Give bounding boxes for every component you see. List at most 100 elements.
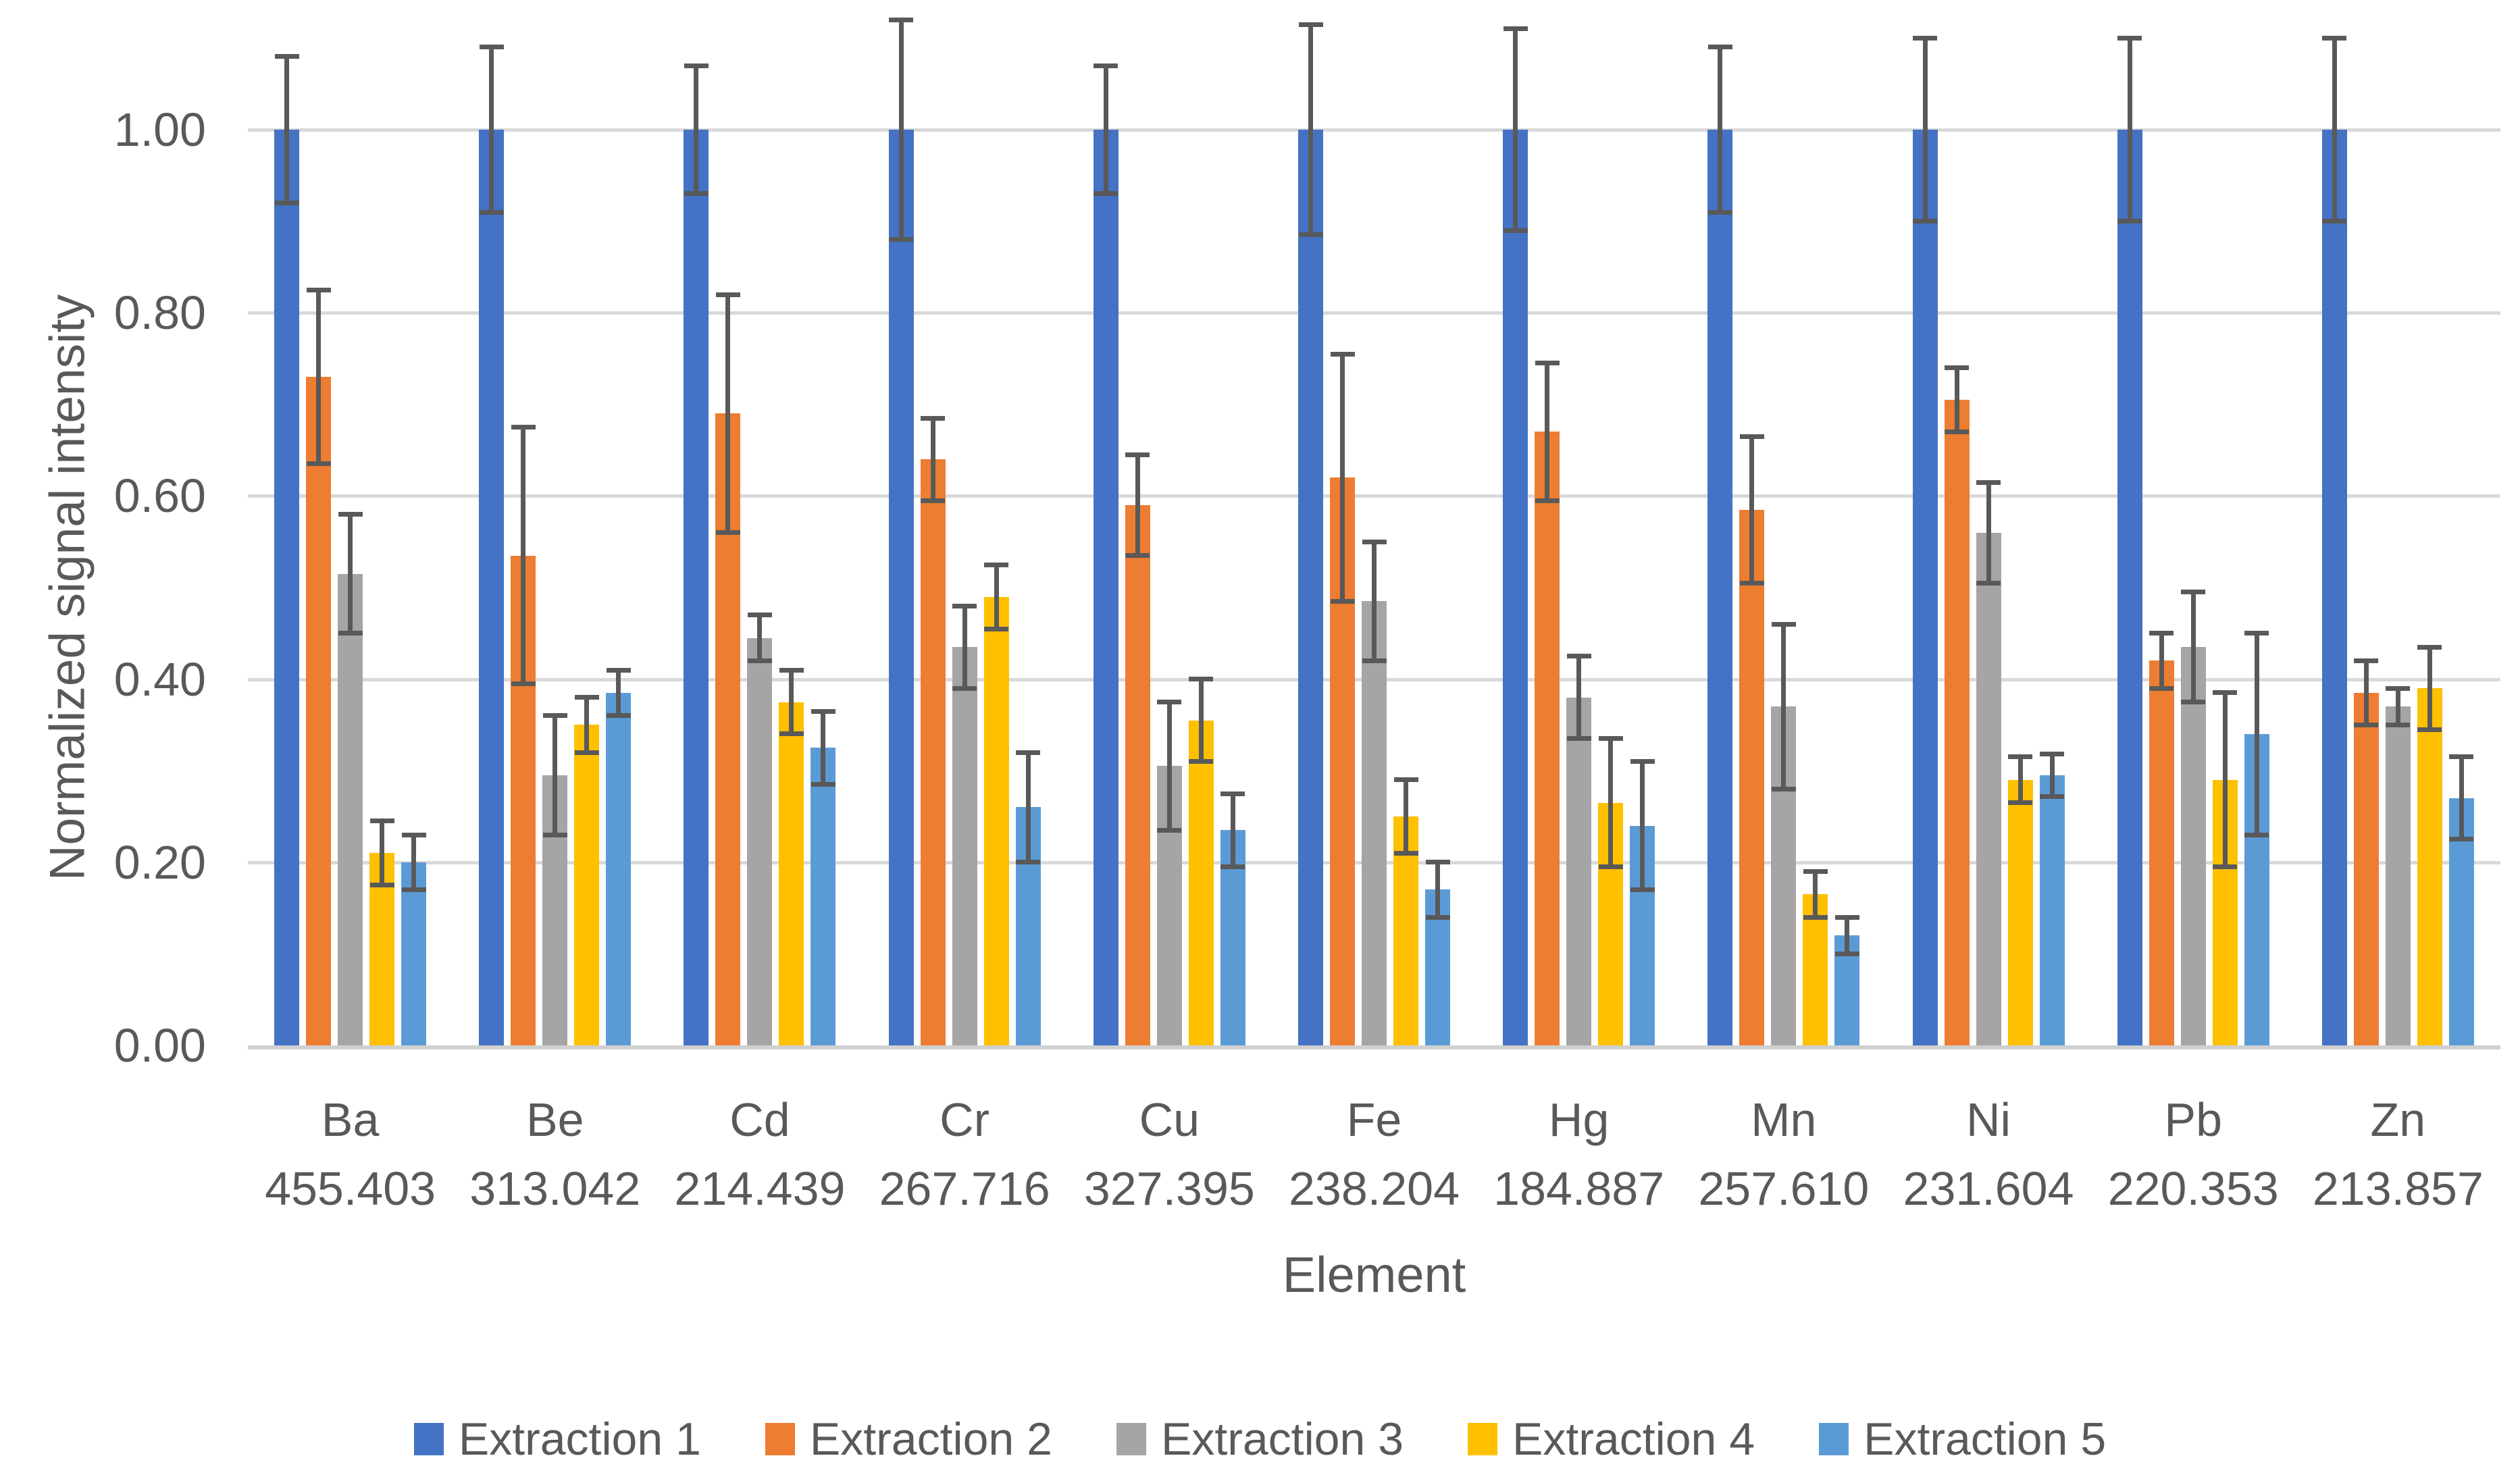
error-bar-line xyxy=(2159,633,2164,689)
bar-extraction-5-ni xyxy=(2039,775,2065,1045)
error-bar-line xyxy=(316,290,322,464)
error-bar-line xyxy=(1640,761,1645,890)
legend-item-extraction-5: Extraction 5 xyxy=(1819,1415,2106,1463)
error-bar-line xyxy=(616,670,621,716)
bar-extraction-1-be xyxy=(479,130,505,1045)
bar-extraction-4-be xyxy=(574,725,600,1045)
legend-label: Extraction 4 xyxy=(1512,1413,1755,1465)
error-bar-cap xyxy=(1298,232,1323,238)
error-bar-line xyxy=(2017,756,2023,803)
category-label-fe: Fe 238.204 xyxy=(1272,1093,1476,1216)
error-bar-cap xyxy=(715,292,740,297)
bar-extraction-1-mn xyxy=(1707,130,1733,1045)
legend-label: Extraction 3 xyxy=(1160,1413,1404,1465)
error-bar-cap xyxy=(1598,864,1623,870)
error-bar-cap xyxy=(1362,658,1387,663)
error-bar-line xyxy=(962,606,967,689)
error-bar-cap xyxy=(811,782,835,787)
error-bar-cap xyxy=(306,287,331,292)
error-bar-cap xyxy=(779,667,804,673)
y-axis-title: Normalized signal intensity xyxy=(40,294,95,881)
bar-extraction-1-cu xyxy=(1093,130,1118,1045)
category-wavelength: 214.439 xyxy=(674,1162,846,1215)
error-bar-cap xyxy=(2322,35,2347,41)
error-bar-line xyxy=(1435,862,1440,918)
error-bar-cap xyxy=(2354,658,2379,663)
error-bar-cap xyxy=(2417,644,2442,650)
error-bar-line xyxy=(2395,688,2400,725)
error-bar-line xyxy=(1781,624,1786,789)
bar-extraction-1-hg xyxy=(1503,130,1528,1045)
error-bar-cap xyxy=(1834,914,1859,920)
error-bar-cap xyxy=(1298,22,1323,27)
error-bar-line xyxy=(2049,754,2055,797)
error-bar-cap xyxy=(2117,35,2142,41)
error-bar-cap xyxy=(274,200,299,205)
error-bar-cap xyxy=(1189,677,1214,682)
error-bar-cap xyxy=(338,631,363,636)
error-bar-cap xyxy=(747,658,772,663)
bar-extraction-1-ni xyxy=(1912,130,1938,1045)
error-bar-cap xyxy=(1707,209,1732,215)
error-bar-line xyxy=(411,835,417,890)
error-bar-line xyxy=(2222,692,2228,867)
error-bar-cap xyxy=(511,425,536,430)
category-wavelength: 238.204 xyxy=(1288,1162,1460,1215)
error-bar-cap xyxy=(1220,864,1245,870)
error-bar-line xyxy=(1025,752,1031,862)
error-bar-line xyxy=(1749,436,1755,583)
error-bar-line xyxy=(380,821,385,885)
error-bar-line xyxy=(994,565,999,629)
gridline xyxy=(248,494,2500,498)
error-bar-cap xyxy=(1976,580,2001,586)
bar-extraction-3-pb xyxy=(2180,647,2206,1045)
error-bar-line xyxy=(2459,756,2464,839)
error-bar-cap xyxy=(2008,800,2033,806)
legend-label: Extraction 2 xyxy=(809,1413,1052,1465)
error-bar-line xyxy=(348,514,353,633)
error-bar-line xyxy=(821,711,826,785)
error-bar-cap xyxy=(1503,26,1528,32)
error-bar-cap xyxy=(1739,434,1764,439)
error-bar-line xyxy=(2127,38,2132,222)
error-bar-cap xyxy=(921,498,946,503)
error-bar-cap xyxy=(984,626,1009,631)
error-bar-line xyxy=(757,615,763,661)
category-element-name: Cr xyxy=(940,1093,990,1146)
category-label-mn: Mn 257.610 xyxy=(1681,1093,1886,1216)
error-bar-cap xyxy=(1016,860,1041,865)
bar-extraction-2-pb xyxy=(2149,660,2174,1045)
category-wavelength: 213.857 xyxy=(2312,1162,2484,1215)
category-label-ba: Ba 455.403 xyxy=(248,1093,453,1216)
error-bar-line xyxy=(694,66,699,194)
error-bar-cap xyxy=(479,209,504,215)
y-axis-tick-label: 0.40 xyxy=(113,652,206,706)
bar-extraction-5-cd xyxy=(811,748,836,1045)
error-bar-cap xyxy=(1913,219,1938,224)
gridline xyxy=(248,311,2500,315)
error-bar-cap xyxy=(2213,864,2238,870)
error-bar-cap xyxy=(1362,539,1387,544)
error-bar-cap xyxy=(542,713,567,719)
bar-extraction-1-cr xyxy=(888,130,914,1045)
bar-extraction-3-ba xyxy=(338,573,363,1045)
category-element-name: Hg xyxy=(1548,1093,1610,1146)
error-bar-cap xyxy=(1094,191,1118,197)
bar-extraction-1-cd xyxy=(684,130,709,1045)
category-element-name: Fe xyxy=(1346,1093,1402,1146)
error-bar-cap xyxy=(2322,219,2347,224)
error-bar-cap xyxy=(1157,827,1182,833)
category-label-pb: Pb 220.353 xyxy=(2091,1093,2296,1216)
error-bar-cap xyxy=(1771,786,1796,791)
bar-extraction-2-cr xyxy=(920,459,946,1045)
category-label-ni: Ni 231.604 xyxy=(1886,1093,2090,1216)
error-bar-line xyxy=(2363,660,2369,725)
category-element-name: Be xyxy=(525,1093,584,1146)
bar-extraction-5-be xyxy=(606,692,632,1045)
error-bar-cap xyxy=(369,883,394,888)
error-bar-line xyxy=(1308,24,1313,235)
error-bar-cap xyxy=(542,832,567,837)
error-bar-line xyxy=(1718,47,1723,213)
error-bar-cap xyxy=(274,54,299,59)
